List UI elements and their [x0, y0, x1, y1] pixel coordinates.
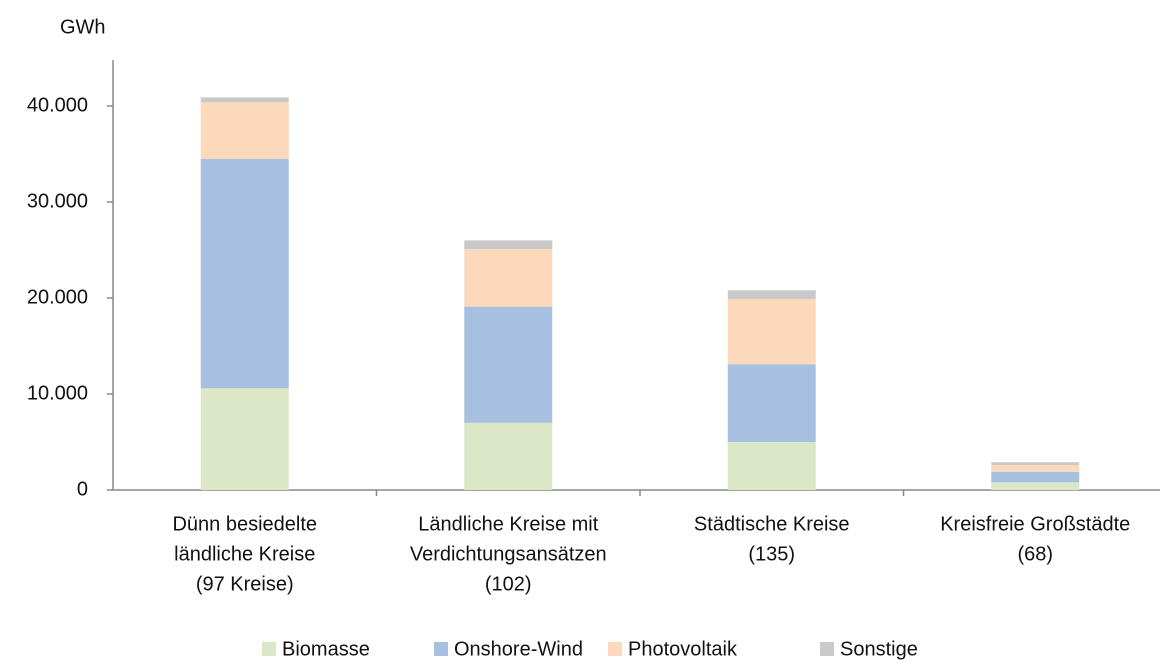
- x-tick-label: (135): [748, 543, 795, 565]
- legend-swatch: [434, 642, 448, 656]
- x-tick-label: Kreisfreie Großstädte: [940, 513, 1130, 535]
- y-tick-label: 10.000: [27, 382, 88, 404]
- y-axis-unit: GWh: [60, 16, 106, 38]
- bar-segment: [464, 306, 553, 423]
- x-tick-label: Dünn besiedelte: [172, 513, 317, 535]
- bar-segment: [991, 471, 1080, 483]
- y-tick-label: 20.000: [27, 286, 88, 308]
- bar-segment: [200, 158, 289, 389]
- x-tick-label: Verdichtungsansätzen: [410, 543, 607, 565]
- legend-label: Photovoltaik: [628, 638, 738, 660]
- bar-segment: [727, 364, 816, 442]
- bar-segment: [991, 465, 1080, 472]
- y-tick-label: 0: [77, 478, 88, 500]
- legend-swatch: [262, 642, 276, 656]
- bar-segment: [464, 240, 553, 250]
- x-tick-label: (97 Kreise): [196, 573, 294, 595]
- y-tick-label: 30.000: [27, 190, 88, 212]
- bar-segment: [464, 422, 553, 490]
- bar-segment: [991, 462, 1080, 466]
- x-tick-label: Ländliche Kreise mit: [418, 513, 599, 535]
- bar-segment: [200, 102, 289, 159]
- bar-segment: [991, 482, 1080, 490]
- legend-label: Sonstige: [840, 638, 918, 660]
- bar-segment: [727, 298, 816, 365]
- legend-label: Onshore-Wind: [454, 638, 583, 660]
- bar-segment: [727, 442, 816, 490]
- y-tick-label: 40.000: [27, 94, 88, 116]
- x-tick-label: (102): [485, 573, 532, 595]
- bar-segment: [727, 290, 816, 299]
- x-tick-label: Städtische Kreise: [694, 513, 850, 535]
- legend-swatch: [820, 642, 834, 656]
- legend-label: Biomasse: [282, 638, 370, 660]
- x-tick-label: ländliche Kreise: [174, 543, 315, 565]
- bar-segment: [200, 388, 289, 490]
- bar-segment: [200, 97, 289, 103]
- x-tick-label: (68): [1017, 543, 1053, 565]
- bar-segment: [464, 249, 553, 307]
- legend-swatch: [608, 642, 622, 656]
